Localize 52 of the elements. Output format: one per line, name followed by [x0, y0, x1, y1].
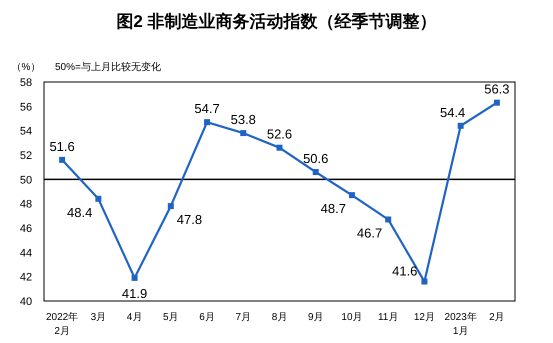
y-axis-title: （%）	[12, 62, 40, 73]
point	[421, 278, 428, 285]
x-tick-label: 9月	[308, 312, 324, 323]
y-tick-label: 58	[20, 77, 32, 89]
data-label: 47.8	[176, 212, 202, 228]
point	[494, 100, 500, 106]
x-tick-label: 7月	[235, 312, 252, 323]
point	[240, 130, 246, 136]
data-label: 46.7	[356, 225, 382, 240]
y-tick-label: 42	[20, 272, 32, 284]
point	[276, 144, 282, 151]
point	[95, 196, 102, 202]
point	[458, 122, 464, 129]
x-tick-label: 11月	[378, 312, 398, 323]
point	[385, 216, 392, 222]
data-label: 56.3	[484, 82, 510, 97]
x-tick-label: 4月	[126, 312, 142, 323]
x-tick-label: 5月	[163, 312, 179, 323]
point	[59, 156, 66, 163]
y-tick-label: 44	[20, 247, 32, 260]
y-tick-label: 56	[20, 101, 32, 114]
data-label: 41.9	[122, 286, 148, 301]
x-tick-label: 8月	[272, 312, 288, 323]
point	[168, 203, 174, 210]
data-label: 48.7	[320, 201, 346, 216]
x-tick-label: 10月	[341, 312, 363, 323]
data-label: 50.6	[303, 151, 328, 166]
y-tick-label: 46	[20, 223, 32, 235]
y-tick-label: 50	[20, 174, 32, 186]
chart-title: 图2 非制造业商务活动指数（经季节调整）	[116, 12, 437, 31]
data-label: 41.6	[392, 264, 418, 279]
x-tick-label: 3月	[90, 312, 106, 323]
x-tick-label: 2023年 1月	[444, 311, 477, 337]
data-label: 51.6	[49, 138, 75, 154]
point	[132, 274, 138, 281]
y-tick-label: 52	[20, 150, 32, 162]
data-label: 54.4	[440, 104, 466, 120]
data-label: 48.4	[67, 204, 92, 220]
x-tick-label: 2022年 2月	[46, 311, 78, 337]
text: 50%=与上月比较无变化	[55, 61, 161, 73]
y-tick-label: 48	[20, 198, 32, 211]
point	[312, 169, 319, 176]
point	[348, 192, 355, 198]
x-tick-label: 12月	[414, 312, 435, 323]
data-label: 52.6	[266, 126, 292, 142]
x-tick-label: 2月	[489, 312, 505, 323]
data-label: 54.7	[194, 101, 220, 116]
x-tick-label: 6月	[199, 312, 215, 323]
y-tick-label: 54	[20, 126, 32, 138]
data-label: 53.8	[230, 112, 256, 128]
y-tick-label: 40	[20, 296, 32, 308]
point	[204, 119, 210, 126]
